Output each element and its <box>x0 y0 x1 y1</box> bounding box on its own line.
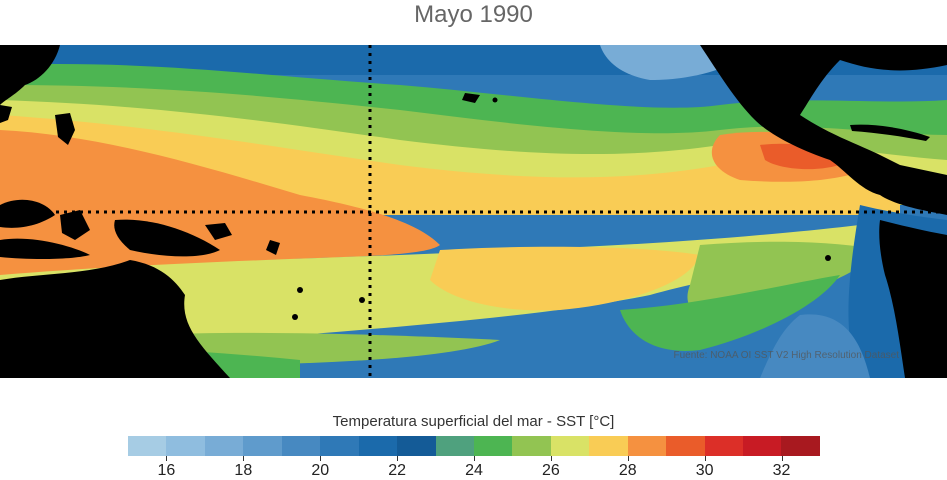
colorbar-tick-label: 20 <box>311 462 330 479</box>
colorbar-tick-mark <box>550 456 552 461</box>
colorbar-tick-mark <box>243 456 245 461</box>
colorbar-swatch <box>704 436 743 456</box>
colorbar-swatch <box>666 436 705 456</box>
colorbar-swatch <box>243 436 282 456</box>
colorbar-swatch <box>435 436 474 456</box>
colorbar-tick-label: 22 <box>388 462 406 479</box>
land-australia <box>0 260 230 378</box>
land-new-guinea <box>114 219 220 257</box>
colorbar-tick-label: 32 <box>772 462 791 479</box>
colorbar-swatch <box>589 436 628 456</box>
colorbar-swatch <box>550 436 590 456</box>
colorbar-swatch <box>281 436 321 456</box>
colorbar-tick-mark <box>166 456 168 461</box>
land-masses <box>0 45 947 378</box>
colorbar-tick-mark <box>627 456 629 461</box>
land-north-america <box>700 45 947 215</box>
colorbar-tick-label: 24 <box>465 462 483 479</box>
land-south-america <box>879 220 947 378</box>
colorbar-tick-label: 26 <box>541 462 560 479</box>
sst-map <box>0 45 947 378</box>
colorbar-tick-label: 18 <box>234 462 253 479</box>
land-asia <box>0 45 60 105</box>
colorbar-swatch <box>473 436 513 456</box>
colorbar-label: Temperatura superficial del mar - SST [°… <box>332 413 615 430</box>
colorbar-swatch <box>166 436 205 456</box>
colorbar-swatch <box>320 436 359 456</box>
colorbar-swatch <box>627 436 667 456</box>
land-borneo <box>0 199 55 228</box>
land-hawaii <box>462 93 480 103</box>
land-philippines <box>55 113 75 145</box>
colorbar-tick-mark <box>781 456 783 461</box>
colorbar-swatch <box>743 436 782 456</box>
colorbar-tick-label: 16 <box>157 462 176 479</box>
colorbar-swatch <box>512 436 551 456</box>
land-cuba <box>850 124 930 141</box>
colorbar-tick-mark <box>474 456 475 461</box>
colorbar-swatch <box>358 436 398 456</box>
colorbar-tick-mark <box>397 456 399 461</box>
colorbar-tick-mark <box>704 456 706 461</box>
colorbar-tick-label: 28 <box>618 462 637 479</box>
data-source-credit: Fuente: NOAA OI SST V2 High Resolution D… <box>673 350 899 361</box>
colorbar <box>128 436 820 456</box>
colorbar-swatch <box>781 436 820 456</box>
colorbar-swatch <box>204 436 244 456</box>
colorbar-swatch <box>397 436 436 456</box>
colorbar-tick-label: 30 <box>695 462 714 479</box>
page-title: Mayo 1990 <box>414 1 533 28</box>
colorbar-swatch <box>128 436 167 456</box>
colorbar-tick-mark <box>320 456 322 461</box>
